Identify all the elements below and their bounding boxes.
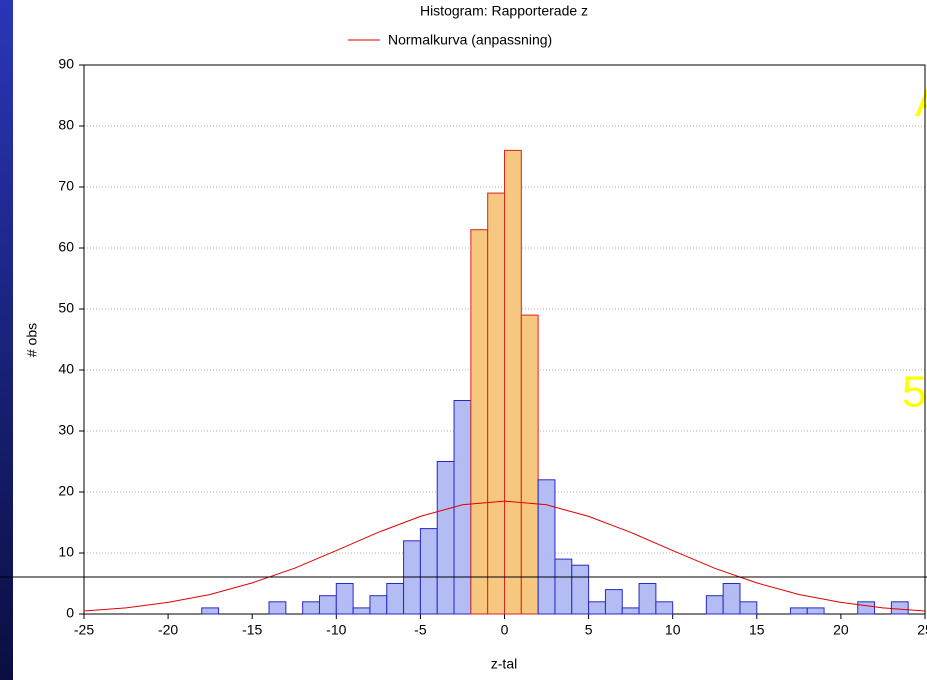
y-tick-label: 10 [58,544,74,560]
x-tick-label: -20 [158,622,178,638]
bar [453,400,472,615]
bar [621,607,640,615]
overlay-text: 5 [902,368,926,417]
chart-title: Histogram: Rapporterade z [420,3,588,19]
bar [504,149,522,615]
side-strip [0,0,13,680]
x-tick-label: 15 [749,622,765,638]
bar [487,192,505,615]
bar [638,583,657,615]
bar [604,589,623,615]
bar [369,595,388,615]
x-tick-label: -15 [242,622,262,638]
bar [470,229,489,615]
bar [722,583,741,615]
y-tick-label: 40 [58,361,74,377]
y-tick-label: 50 [58,300,74,316]
bar [705,595,724,615]
bar [806,607,825,615]
y-tick-label: 60 [58,239,74,255]
bar [571,564,590,615]
y-tick-label: 0 [66,605,74,621]
bar [554,558,573,615]
x-tick-label: 0 [501,622,509,638]
bar [655,601,674,615]
y-tick-label: 30 [58,422,74,438]
y-tick-label: 20 [58,483,74,499]
x-tick-label: 25 [917,622,927,638]
bar [302,601,320,615]
x-tick-label: 10 [665,622,681,638]
x-tick-label: -25 [74,622,94,638]
legend-label: Normalkurva (anpassning) [388,32,552,48]
x-tick-label: 5 [585,622,593,638]
x-tick-label: -10 [326,622,346,638]
bar [386,583,405,615]
bar [739,601,758,615]
bar [335,583,354,615]
overlay-text: A [915,78,927,127]
fit-curve [83,500,926,612]
bar [419,528,438,615]
bar [201,607,220,615]
x-tick-label: -5 [414,622,427,638]
y-tick-label: 70 [58,178,74,194]
bar [520,314,539,615]
bar [352,607,371,615]
bar [890,601,909,615]
x-axis-label: z-tal [491,656,517,672]
y-axis-label: # obs [24,323,40,357]
bar [789,607,808,615]
bar [268,601,287,615]
y-tick-label: 90 [58,56,74,72]
bar [318,595,337,615]
bar [857,601,876,615]
bar [436,461,455,615]
bar [588,601,606,615]
y-tick-label: 80 [58,117,74,133]
bar [537,479,556,615]
x-tick-label: 20 [833,622,849,638]
